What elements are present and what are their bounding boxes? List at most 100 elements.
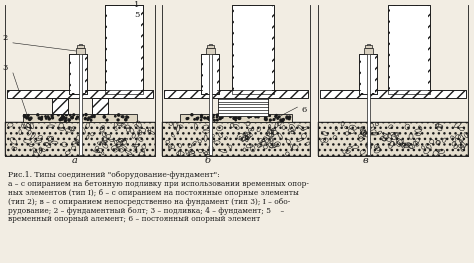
Circle shape — [278, 116, 280, 118]
Circle shape — [38, 117, 40, 119]
Circle shape — [63, 117, 65, 119]
Bar — [367, 44, 371, 155]
Circle shape — [239, 115, 242, 117]
Circle shape — [276, 115, 277, 116]
Circle shape — [286, 117, 288, 119]
Text: ных элементов (тип I); б – с опиранием на постоянные опорные элементы: ных элементов (тип I); б – с опиранием н… — [8, 189, 299, 197]
Circle shape — [187, 118, 189, 119]
Bar — [201, 54, 219, 94]
Circle shape — [217, 119, 218, 121]
Bar — [92, 98, 108, 114]
Circle shape — [194, 119, 195, 120]
Circle shape — [71, 117, 73, 119]
Circle shape — [269, 115, 271, 116]
Circle shape — [73, 114, 75, 116]
Circle shape — [275, 115, 277, 117]
Circle shape — [201, 115, 202, 117]
Bar — [201, 54, 219, 94]
Circle shape — [207, 118, 208, 119]
Circle shape — [61, 118, 62, 119]
Text: 6: 6 — [302, 106, 307, 114]
Circle shape — [76, 118, 77, 120]
Circle shape — [186, 118, 188, 120]
Circle shape — [216, 117, 218, 118]
Circle shape — [82, 114, 83, 116]
Bar — [78, 45, 84, 48]
Circle shape — [277, 118, 279, 119]
Circle shape — [25, 116, 27, 118]
Circle shape — [118, 114, 120, 116]
Circle shape — [27, 114, 29, 116]
Circle shape — [24, 115, 26, 117]
Circle shape — [201, 119, 202, 121]
Circle shape — [121, 116, 123, 117]
Bar — [318, 122, 468, 156]
Circle shape — [90, 119, 92, 121]
Circle shape — [191, 114, 193, 116]
Bar — [365, 48, 374, 54]
Circle shape — [47, 116, 49, 117]
Circle shape — [248, 117, 250, 118]
Circle shape — [68, 119, 70, 121]
Circle shape — [40, 117, 42, 119]
Circle shape — [93, 114, 95, 116]
Circle shape — [281, 120, 282, 121]
Circle shape — [264, 118, 266, 120]
Text: 4: 4 — [133, 147, 138, 155]
Circle shape — [70, 114, 71, 116]
Circle shape — [279, 116, 280, 117]
Circle shape — [235, 117, 237, 119]
Circle shape — [201, 117, 202, 118]
Circle shape — [229, 116, 231, 118]
Circle shape — [91, 116, 93, 118]
Circle shape — [214, 120, 215, 121]
Circle shape — [103, 116, 106, 118]
Circle shape — [248, 115, 250, 118]
Circle shape — [208, 118, 210, 120]
Circle shape — [216, 114, 219, 116]
Text: б: б — [205, 156, 211, 165]
Circle shape — [62, 116, 64, 118]
Text: 1: 1 — [134, 1, 139, 9]
Text: а – с опиранием на бетонную подливку при использовании временных опор-: а – с опиранием на бетонную подливку при… — [8, 180, 309, 188]
Bar — [365, 45, 373, 48]
Text: Рис.1. Типы соединений "оборудование-фундамент":: Рис.1. Типы соединений "оборудование-фун… — [8, 171, 220, 179]
Circle shape — [51, 115, 53, 117]
Circle shape — [210, 115, 211, 117]
Circle shape — [283, 119, 284, 120]
Bar — [92, 98, 108, 114]
Bar — [69, 54, 87, 94]
Bar — [7, 90, 153, 98]
Circle shape — [204, 117, 206, 119]
Circle shape — [264, 116, 267, 118]
Circle shape — [117, 119, 119, 121]
Bar — [162, 122, 310, 156]
Circle shape — [288, 118, 290, 120]
Circle shape — [64, 119, 66, 122]
Circle shape — [115, 116, 116, 117]
Bar — [76, 48, 85, 54]
Bar — [105, 5, 143, 94]
Bar — [164, 90, 308, 98]
Circle shape — [250, 116, 251, 117]
Circle shape — [265, 119, 267, 121]
Bar — [208, 45, 215, 48]
Circle shape — [30, 117, 32, 119]
Bar — [388, 5, 430, 94]
Circle shape — [48, 118, 50, 120]
Circle shape — [24, 115, 26, 117]
Circle shape — [233, 117, 235, 119]
Text: рудование; 2 – фундаментный болт; 3 – подливка; 4 – фундамент; 5    –: рудование; 2 – фундаментный болт; 3 – по… — [8, 206, 284, 215]
Circle shape — [106, 119, 108, 121]
Circle shape — [84, 118, 86, 120]
Circle shape — [28, 118, 31, 120]
Circle shape — [71, 116, 73, 119]
Circle shape — [46, 118, 47, 119]
Circle shape — [211, 117, 212, 119]
Circle shape — [126, 116, 128, 118]
Circle shape — [213, 114, 214, 116]
Circle shape — [270, 119, 271, 121]
Bar — [180, 114, 292, 122]
Circle shape — [122, 116, 124, 118]
Circle shape — [238, 118, 239, 119]
